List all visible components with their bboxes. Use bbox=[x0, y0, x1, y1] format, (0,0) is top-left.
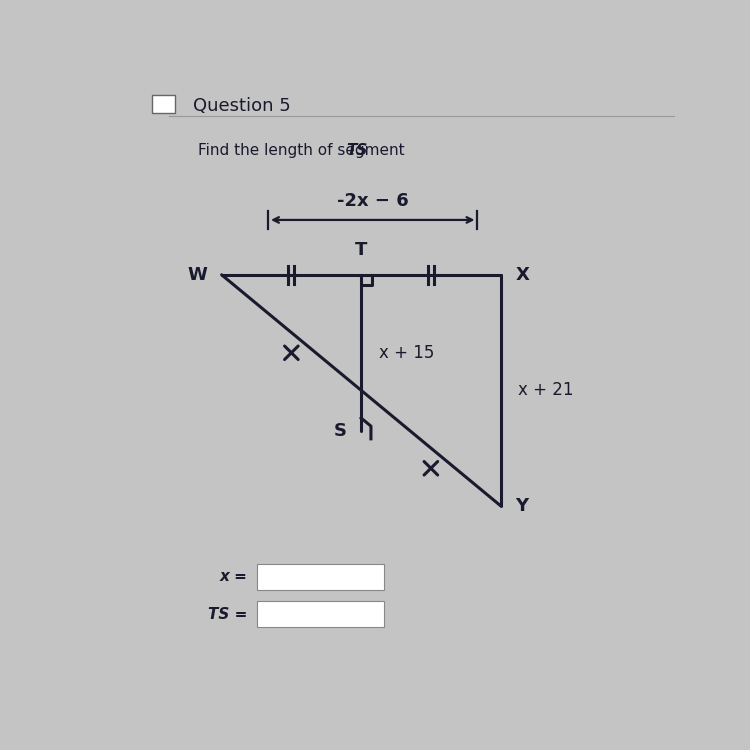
FancyBboxPatch shape bbox=[152, 94, 175, 113]
Text: X: X bbox=[515, 266, 529, 284]
Text: x + 15: x + 15 bbox=[379, 344, 434, 362]
Text: x =: x = bbox=[220, 569, 248, 584]
Text: TS =: TS = bbox=[209, 607, 248, 622]
Text: T: T bbox=[355, 241, 368, 259]
Text: Find the length of segment: Find the length of segment bbox=[198, 143, 410, 158]
Text: Question 5: Question 5 bbox=[193, 98, 290, 116]
FancyBboxPatch shape bbox=[256, 601, 384, 627]
Text: W: W bbox=[188, 266, 207, 284]
Text: -2x − 6: -2x − 6 bbox=[337, 191, 409, 209]
Text: TS: TS bbox=[346, 143, 368, 158]
Text: x + 21: x + 21 bbox=[518, 381, 574, 399]
FancyBboxPatch shape bbox=[256, 563, 384, 590]
Text: Y: Y bbox=[515, 496, 528, 514]
Text: S: S bbox=[334, 422, 346, 440]
